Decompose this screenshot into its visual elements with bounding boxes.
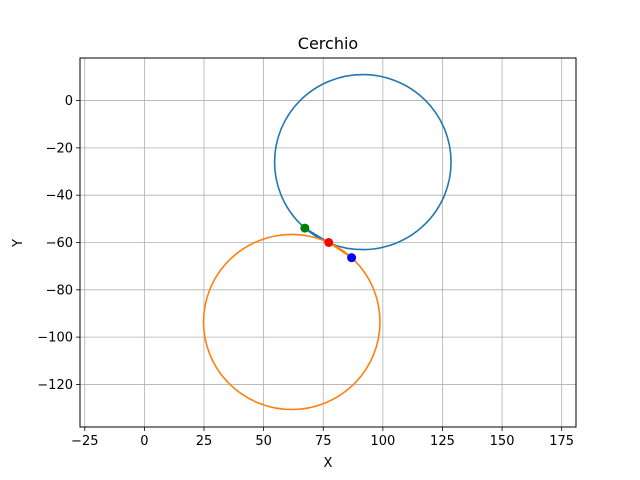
x-tick-label: 25 <box>196 434 213 449</box>
x-tick-label: 100 <box>370 434 395 449</box>
x-tick-label: −25 <box>71 434 98 449</box>
x-tick-label: 125 <box>430 434 455 449</box>
y-tick-label: −120 <box>37 378 73 393</box>
circle-series-1 <box>273 73 452 251</box>
x-tick-label: 150 <box>490 434 515 449</box>
y-tick-label: −40 <box>46 189 73 204</box>
axis-ticks: −25 0 25 50 75 100 125 150 175 0 −20 −40 −60 −80 −100 −… <box>37 94 574 449</box>
y-tick-label: −100 <box>37 331 73 346</box>
x-tick-label: 0 <box>140 434 148 449</box>
data-point <box>324 238 334 247</box>
plot-content <box>202 73 452 411</box>
x-axis-label: X <box>324 456 333 471</box>
y-axis-label: Y <box>11 239 26 248</box>
data-point <box>347 253 357 263</box>
y-tick-label: −80 <box>46 283 73 298</box>
chart-title: Cerchio <box>298 34 358 53</box>
circle-series-2 <box>202 233 381 411</box>
y-tick-label: −20 <box>46 141 73 156</box>
segment-series-2 <box>328 241 353 259</box>
y-tick-label: 0 <box>65 94 73 109</box>
y-tick-label: −60 <box>46 236 73 251</box>
x-tick-label: 50 <box>255 434 272 449</box>
x-tick-label: 75 <box>315 434 332 449</box>
x-tick-label: 175 <box>549 434 574 449</box>
data-point <box>300 223 310 233</box>
